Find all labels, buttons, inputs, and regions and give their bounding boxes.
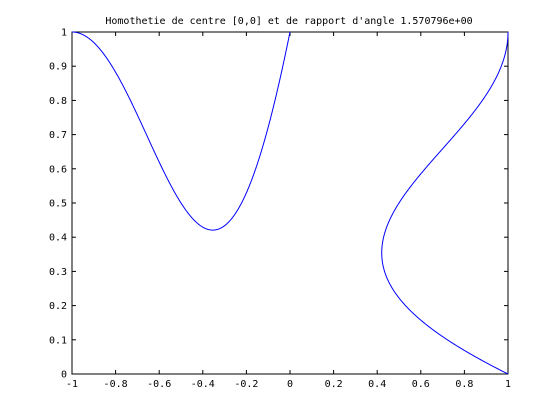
x-tick-label: 0.2 (325, 379, 343, 390)
x-tick-label: -1 (66, 379, 78, 390)
y-tick-label: 0.8 (49, 96, 67, 107)
y-tick-label: 0.1 (49, 335, 67, 346)
x-tick-label: -0.6 (147, 379, 171, 390)
y-tick-label: 0.9 (49, 62, 67, 73)
plot-area (71, 31, 509, 375)
x-tick-label: 0.8 (455, 379, 473, 390)
x-tick-label: 1 (505, 379, 511, 390)
y-tick-label: 1 (61, 28, 67, 39)
y-tick-label: 0.3 (49, 267, 67, 278)
series-line-0 (381, 32, 509, 375)
x-tick-label: -0.2 (234, 379, 258, 390)
y-tick-label: 0 (61, 370, 67, 381)
x-tick-labels: -1 -0.8 -0.6 -0.4 -0.2 0 0.2 0.4 0.6 0.8 1 (66, 379, 511, 390)
y-tick-label: 0.5 (49, 199, 67, 210)
x-tick-label: -0.8 (104, 379, 128, 390)
x-tick-label: -0.4 (191, 379, 215, 390)
x-tick-label: 0.6 (412, 379, 430, 390)
y-tick-label: 0.4 (49, 233, 67, 244)
x-tick-label: 0.4 (368, 379, 386, 390)
x-tick-label: 0 (287, 379, 293, 390)
y-tick-label: 0.6 (49, 164, 67, 175)
y-tick-label: 0.2 (49, 301, 67, 312)
y-tick-labels: 0 0.1 0.2 0.3 0.4 0.5 0.6 0.7 0.8 0.9 1 (49, 28, 67, 381)
chart-title: Homothetie de centre [0,0] et de rapport… (105, 16, 472, 27)
data-series (72, 31, 509, 375)
series-line-1 (72, 31, 291, 231)
y-tick-label: 0.7 (49, 130, 67, 141)
